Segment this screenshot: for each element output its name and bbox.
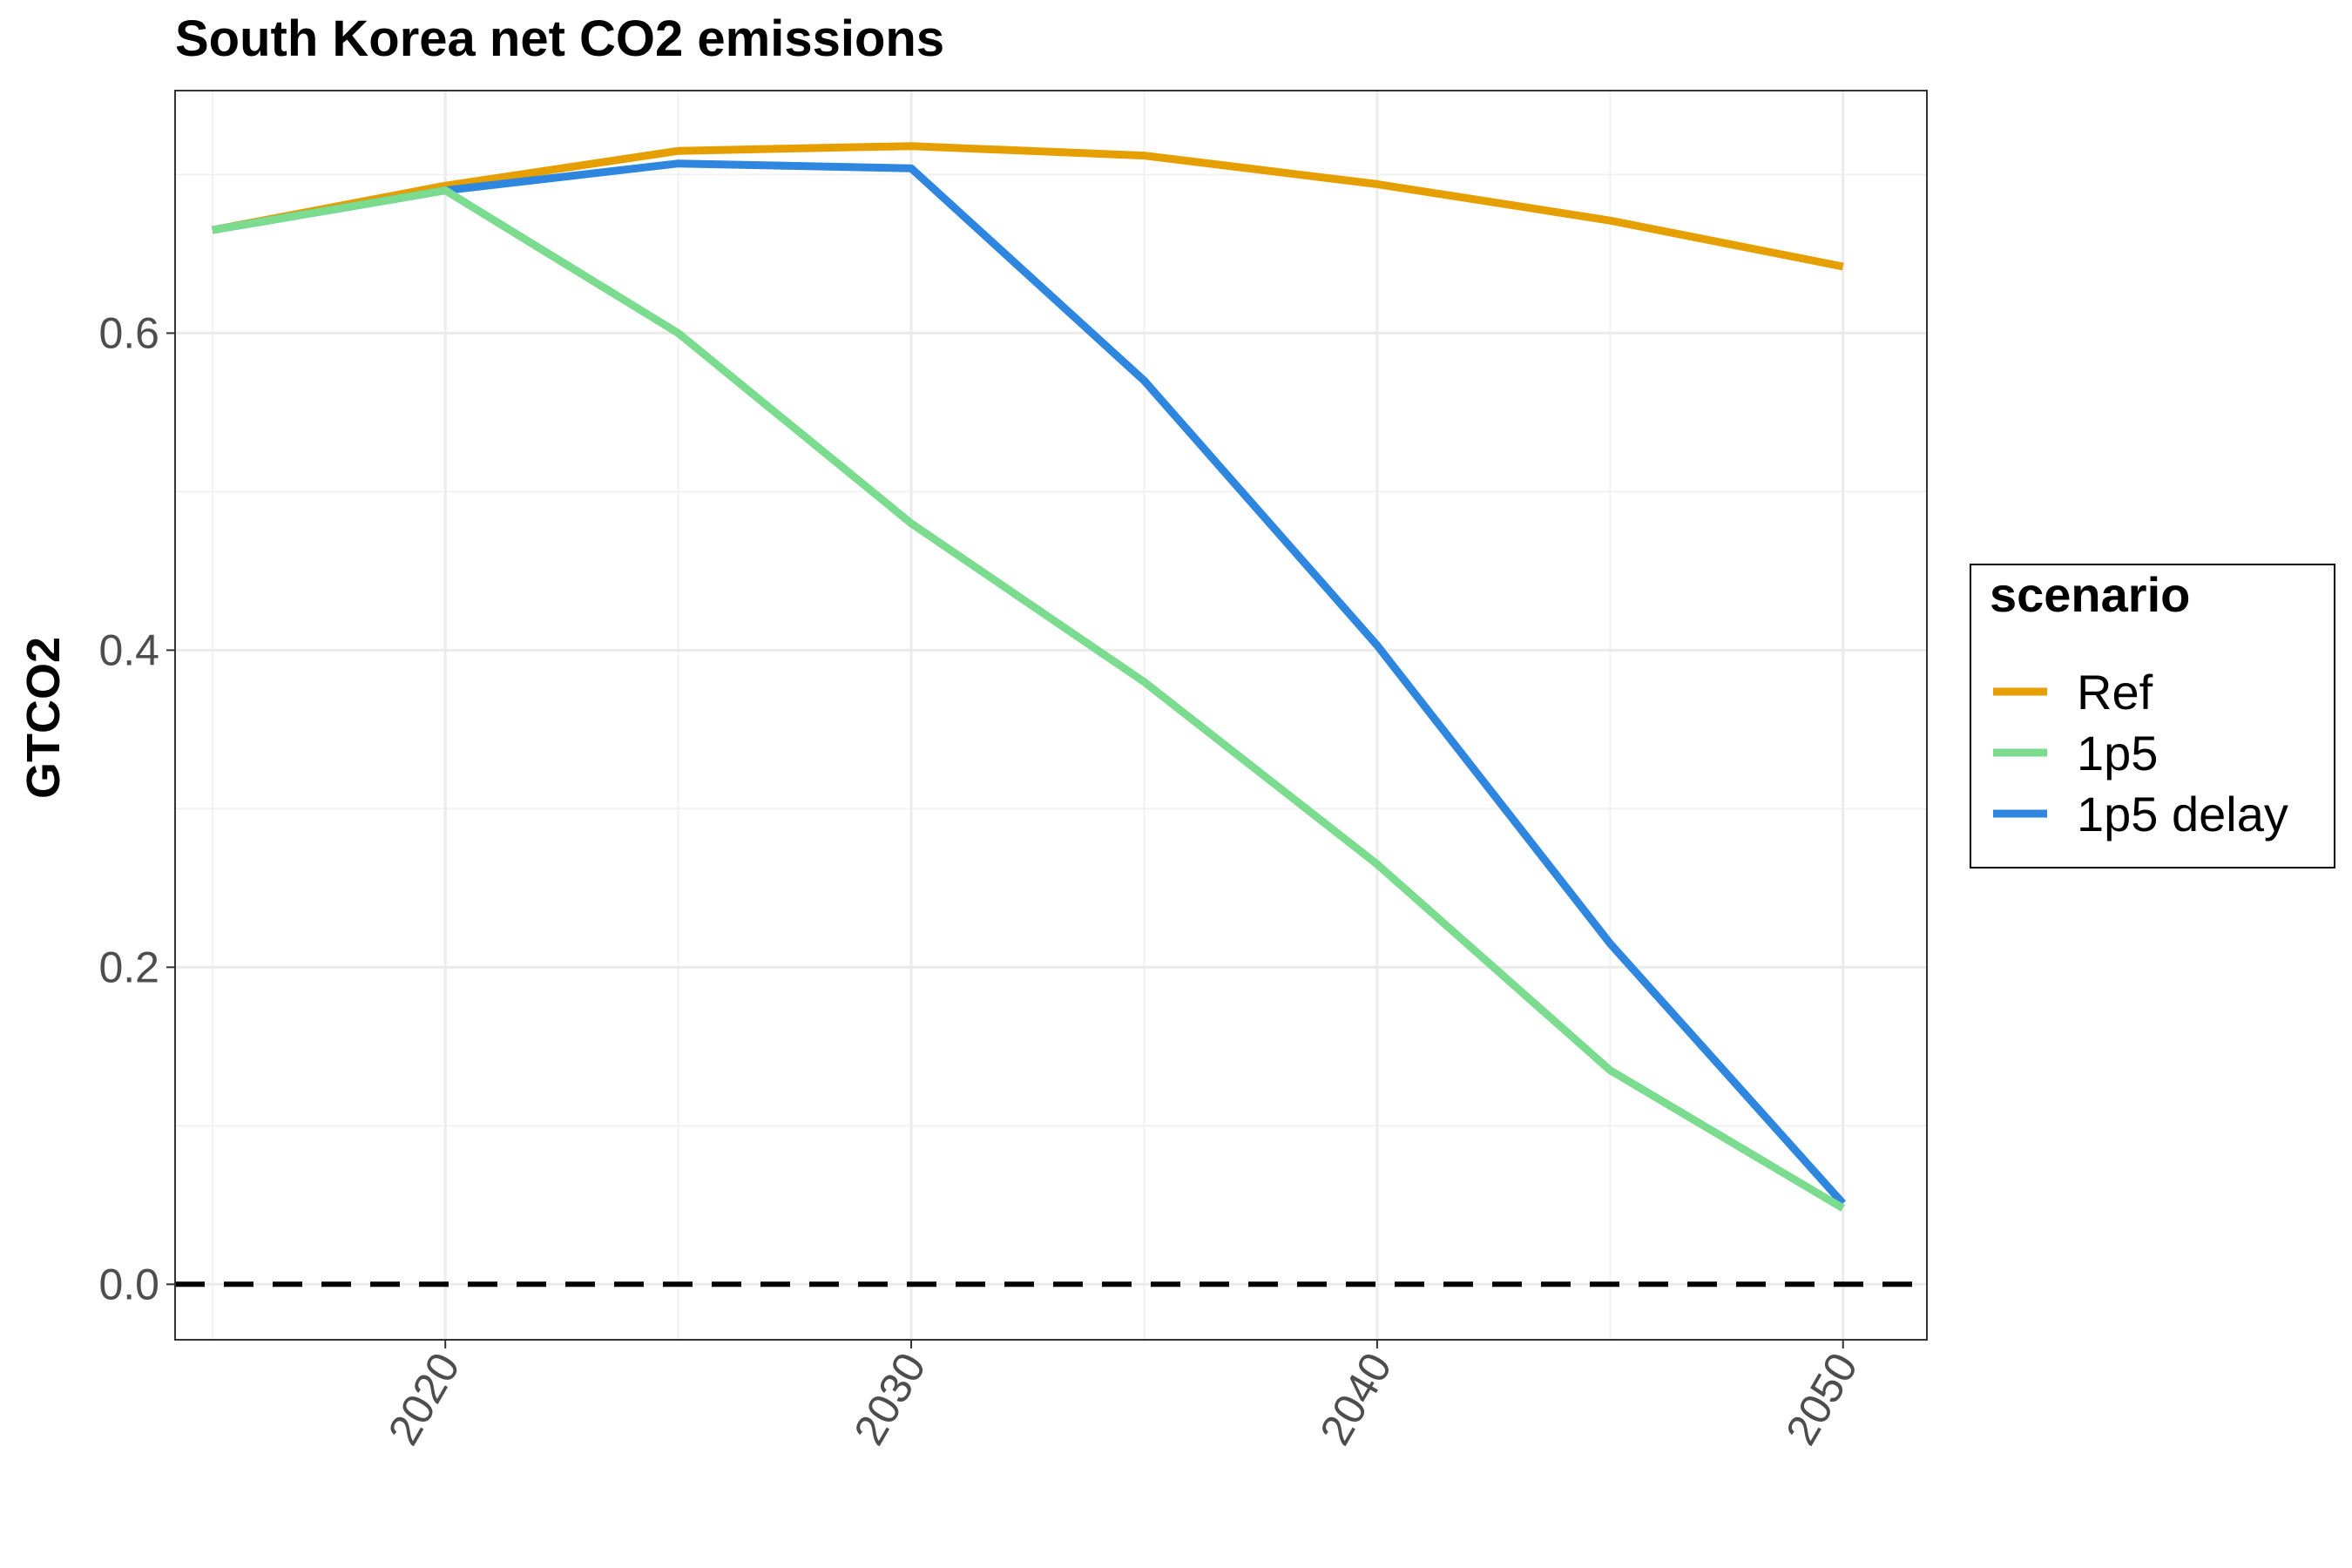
x-tick-label: 2030 bbox=[844, 1345, 935, 1453]
series-line-1p5 bbox=[212, 186, 1845, 1212]
y-tick-label: 0.2 bbox=[98, 943, 159, 991]
legend-label: 1p5 bbox=[2077, 726, 2158, 781]
legend-label: 1p5 delay bbox=[2077, 787, 2288, 841]
y-axis: 0.0 0.2 0.4 0.6 bbox=[98, 308, 175, 1308]
chart-title: South Korea net CO2 emissions bbox=[175, 10, 944, 67]
grid-major bbox=[175, 91, 1927, 1340]
y-tick-label: 0.0 bbox=[98, 1260, 159, 1308]
y-tick-label: 0.6 bbox=[98, 308, 159, 357]
x-tick-label: 2020 bbox=[379, 1345, 470, 1453]
plot-panel-border bbox=[174, 90, 1928, 1341]
grid-minor bbox=[175, 91, 1927, 1340]
series-layer bbox=[211, 142, 1847, 1212]
x-tick-label: 2040 bbox=[1310, 1345, 1401, 1453]
legend: scenario Ref 1p5 1p5 delay bbox=[1970, 564, 2335, 868]
x-axis: 2020 2030 2040 2050 bbox=[379, 1340, 1867, 1453]
series-line-1p5-delay bbox=[212, 159, 1847, 1206]
legend-items: Ref 1p5 1p5 delay bbox=[1993, 665, 2288, 841]
series-line-ref bbox=[211, 142, 1844, 271]
legend-label: Ref bbox=[2077, 665, 2153, 720]
x-tick-label: 2050 bbox=[1776, 1345, 1867, 1453]
y-tick-label: 0.4 bbox=[98, 625, 159, 674]
y-axis-label: GTCO2 bbox=[17, 637, 70, 799]
legend-title: scenario bbox=[1990, 567, 2190, 622]
